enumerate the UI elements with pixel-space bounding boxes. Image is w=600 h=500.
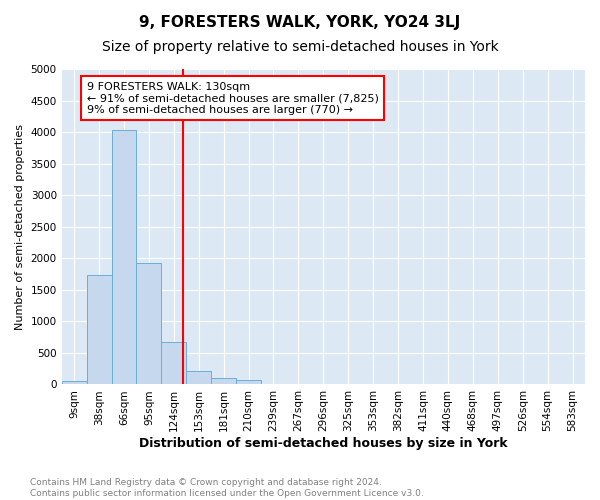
Bar xyxy=(86,274,112,384)
Bar xyxy=(136,264,161,384)
Text: Contains HM Land Registry data © Crown copyright and database right 2024.
Contai: Contains HM Land Registry data © Crown c… xyxy=(30,478,424,498)
X-axis label: Distribution of semi-detached houses by size in York: Distribution of semi-detached houses by … xyxy=(139,437,508,450)
Bar xyxy=(112,130,136,384)
Text: 9 FORESTERS WALK: 130sqm
← 91% of semi-detached houses are smaller (7,825)
9% of: 9 FORESTERS WALK: 130sqm ← 91% of semi-d… xyxy=(86,82,379,115)
Bar xyxy=(211,378,236,384)
Bar xyxy=(236,380,261,384)
Y-axis label: Number of semi-detached properties: Number of semi-detached properties xyxy=(15,124,25,330)
Text: Size of property relative to semi-detached houses in York: Size of property relative to semi-detach… xyxy=(101,40,499,54)
Bar xyxy=(186,370,211,384)
Bar xyxy=(62,381,86,384)
Text: 9, FORESTERS WALK, YORK, YO24 3LJ: 9, FORESTERS WALK, YORK, YO24 3LJ xyxy=(139,15,461,30)
Bar xyxy=(161,342,186,384)
